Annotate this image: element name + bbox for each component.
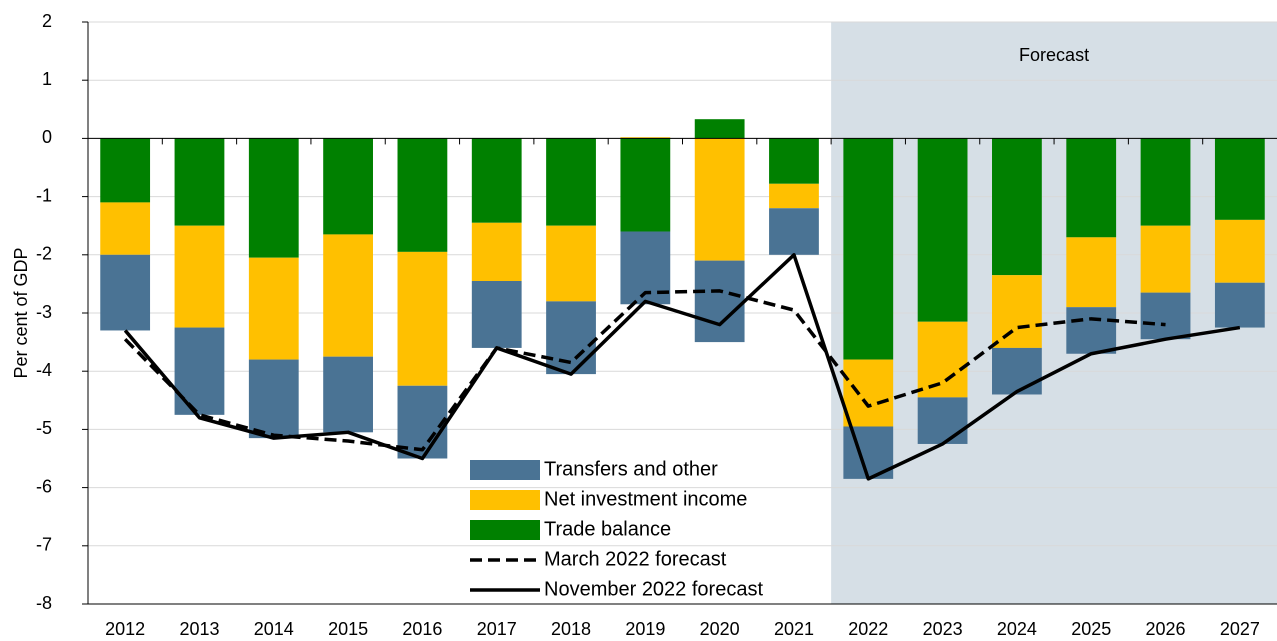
bar [694,138,745,261]
line [123,253,1241,481]
bar [1066,307,1117,354]
bar [323,138,373,235]
bar [1140,138,1191,226]
bar [471,138,522,223]
y-tick-label: -1 [36,185,52,205]
bar [471,222,522,281]
y-tick-label: -6 [36,476,52,496]
x-tick-label: 2021 [774,619,814,639]
bar [1140,225,1191,293]
bar [769,138,819,184]
bar [471,280,522,348]
bar [1066,237,1117,308]
x-tick-label: 2016 [402,619,442,639]
bars [100,119,1265,479]
bar [992,138,1042,276]
bar [323,356,373,433]
y-axis-label: Per cent of GDP [11,247,31,378]
y-tick-label: -3 [36,302,52,322]
x-tick-label: 2015 [328,619,368,639]
x-tick-label: 2017 [477,619,517,639]
bar [397,138,448,252]
y-tick-label: -5 [36,418,52,438]
bar [248,257,299,360]
bar [546,225,596,302]
bar [694,260,745,343]
x-tick-label: 2022 [848,619,888,639]
bar [1214,219,1265,283]
x-tick-label: 2025 [1071,619,1111,639]
bar [323,234,373,357]
y-tick-label: -7 [36,535,52,555]
x-tick-label: 2024 [997,619,1037,639]
bar [248,138,299,258]
bar [100,254,151,331]
legend-label: March 2022 forecast [544,548,727,570]
bar [1140,292,1191,340]
bar [174,327,225,415]
bar [546,138,596,226]
bar [769,208,819,255]
x-tick-label: 2012 [105,619,145,639]
x-tick-label: 2014 [254,619,294,639]
bar [992,347,1042,395]
bar [100,202,151,255]
legend-label: Trade balance [544,518,671,540]
x-tick-label: 2013 [179,619,219,639]
bar [769,183,819,209]
x-tick-label: 2018 [551,619,591,639]
bar [174,225,225,328]
legend-label: Transfers and other [544,458,718,480]
x-tick-label: 2027 [1220,619,1260,639]
bar [917,321,968,398]
legend-swatch [470,490,540,510]
legend-label: Net investment income [544,488,747,510]
y-tick-label: 2 [42,11,52,31]
y-tick-label: 0 [42,127,52,147]
bar [1214,138,1265,220]
legend-label: November 2022 forecast [544,578,763,600]
forecast-label: Forecast [1019,45,1089,65]
bar [694,119,745,139]
y-tick-label: 1 [42,69,52,89]
y-tick-label: -4 [36,360,52,380]
bar [100,138,151,203]
bar [174,138,225,226]
legend-swatch [470,520,540,540]
bar [546,301,596,375]
legend-swatch [470,460,540,480]
bar [992,275,1042,348]
x-tick-label: 2020 [700,619,740,639]
bar [1214,282,1265,328]
bar [1066,138,1117,238]
axes: -8 -7 -6 -5 -4 -3 -2 -1 0 1 2 2012 2013 2014 2015 2016 2… [36,11,1277,639]
legend: Transfers and other Net investment income… [470,458,763,600]
y-tick-label: -8 [36,593,52,613]
y-tick-label: -2 [36,244,52,264]
bar [620,137,671,139]
x-tick-label: 2026 [1146,619,1186,639]
bar [917,138,968,322]
bar [248,359,299,439]
bar [397,251,448,386]
bar [917,397,968,444]
bar [620,138,671,232]
lines [123,253,1241,481]
x-tick-label: 2023 [923,619,963,639]
x-tick-label: 2019 [625,619,665,639]
bar [843,138,894,360]
bar [843,359,894,427]
